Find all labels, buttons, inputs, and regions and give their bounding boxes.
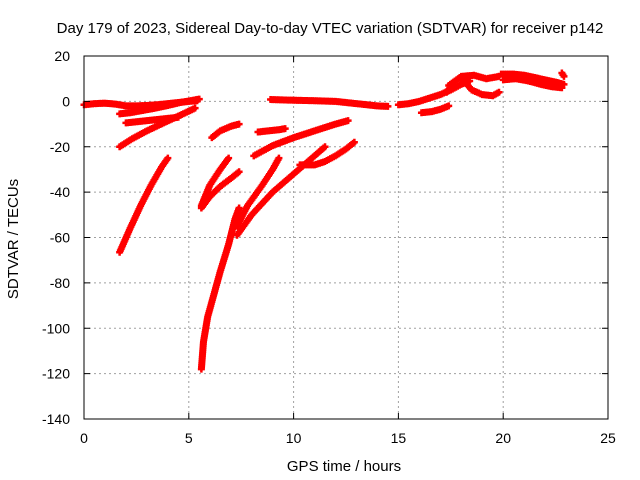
data-point [558,84,566,92]
x-axis-title: GPS time / hours [287,458,401,475]
grid [84,56,608,419]
series-arc-22 [558,69,568,80]
x-tick-label: 5 [185,430,193,446]
y-tick-label: -120 [42,366,70,382]
y-tick-label: -100 [42,320,70,336]
y-tick-label: 0 [62,93,70,109]
series-arc-5 [122,113,182,127]
y-axis-title: SDTVAR / TECUs [5,179,22,299]
series-arc-13 [254,125,289,136]
data-points [80,69,568,373]
series-arc-14 [296,138,358,169]
x-tick-label: 10 [286,430,302,446]
data-point [225,154,233,162]
series-arc-9 [208,120,243,142]
x-tick-label: 25 [600,430,616,446]
y-tick-label: -40 [50,184,70,200]
data-point [350,138,358,146]
data-point [344,117,352,125]
data-point [174,113,182,121]
data-point [560,72,568,80]
x-tick-label: 15 [391,430,407,446]
data-point [384,102,392,110]
series-arc-19 [445,71,503,89]
data-point [191,104,199,112]
data-point [495,88,503,96]
data-point [164,154,172,162]
series-arc-6 [197,204,243,373]
series-arc-15 [267,96,392,110]
data-point [235,204,243,212]
data-point [445,102,453,110]
data-point [321,143,329,151]
series-arc-21 [499,75,566,92]
series-arc-12 [250,117,352,160]
series-arc-3 [116,154,172,256]
series-arc-2 [116,95,203,118]
y-tick-label: -140 [42,411,70,427]
data-point [235,120,243,128]
y-tick-label: -20 [50,139,70,155]
data-point [235,168,243,176]
chart-title: Day 179 of 2023, Sidereal Day-to-day VTE… [57,20,604,37]
data-point [275,154,283,162]
series-arc-17 [417,102,453,117]
y-tick-label: -80 [50,275,70,291]
x-tick-label: 20 [495,430,511,446]
y-tick-label: -60 [50,230,70,246]
series-arc-8 [197,154,233,210]
y-tick-label: 20 [54,48,70,64]
data-point [195,95,203,103]
x-tick-label: 0 [80,430,88,446]
series-arc-11 [233,154,283,230]
data-point [281,125,289,133]
axis-ticks: 0 5 10 15 20 25 -140 -120 -100 -80 -60 -40 -20 0 20 [42,48,616,446]
